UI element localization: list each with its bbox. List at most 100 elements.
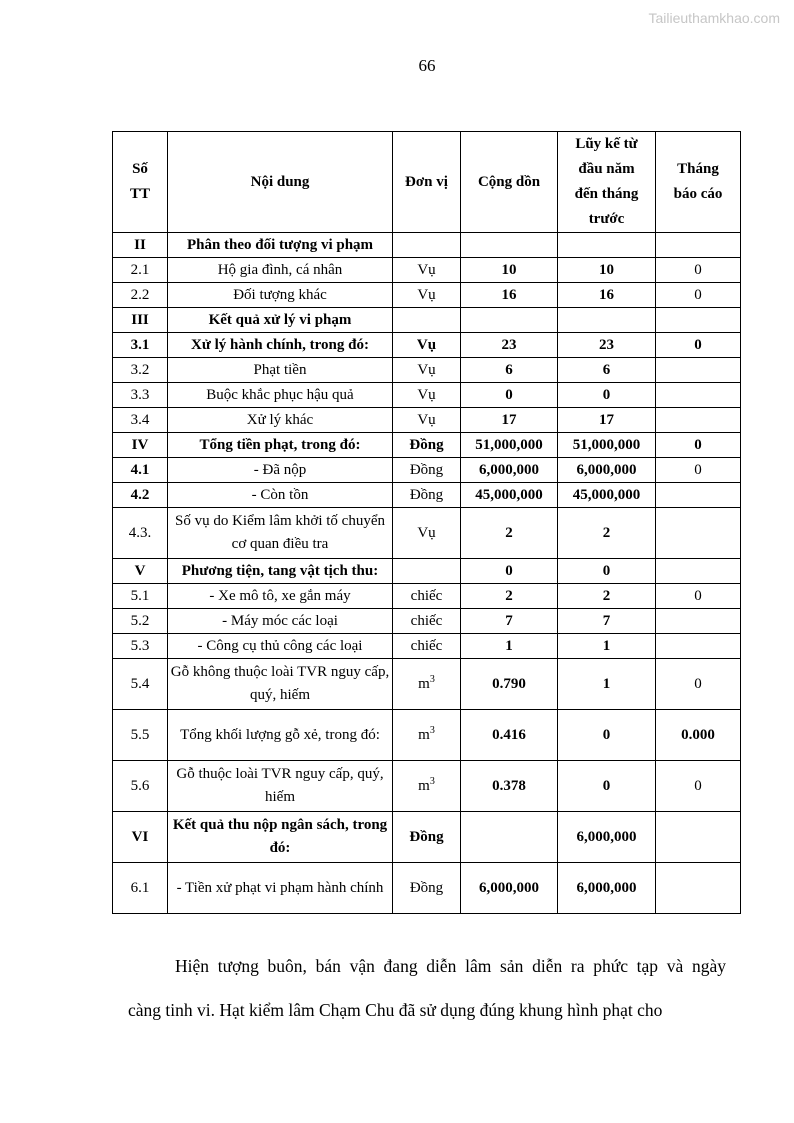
table-cell: 17 (460, 407, 558, 433)
table-cell: 3.2 (112, 357, 168, 383)
table-row: 6.1- Tiền xử phạt vi phạm hành chính Đồng… (112, 862, 741, 914)
column-header: Cộng dồn (460, 131, 558, 233)
table-cell (460, 811, 558, 863)
table-cell (655, 232, 741, 258)
table-cell: - Tiền xử phạt vi phạm hành chính (167, 862, 393, 914)
table-cell: 6,000,000 (460, 862, 558, 914)
table-cell (460, 232, 558, 258)
table-cell: Đồng (392, 457, 461, 483)
column-header: Đơn vị (392, 131, 461, 233)
table-cell: Đồng (392, 432, 461, 458)
table-cell: Vụ (392, 257, 461, 283)
table-cell: 0 (655, 282, 741, 308)
table-cell: 0 (655, 457, 741, 483)
table-cell: 2 (557, 507, 656, 559)
table-row: 3.2 Phạt tiền Vụ 6 6 (112, 357, 741, 383)
table-cell: 10 (460, 257, 558, 283)
table-cell: 0 (557, 709, 656, 761)
table-cell: 0 (557, 382, 656, 408)
table-cell: 0 (557, 760, 656, 812)
table-cell (655, 357, 741, 383)
table-cell: 6.1 (112, 862, 168, 914)
table-cell (392, 558, 461, 584)
table-cell: VI (112, 811, 168, 863)
table-cell: 5.4 (112, 658, 168, 710)
table-cell: 6,000,000 (557, 811, 656, 863)
table-cell: Phạt tiền (167, 357, 393, 383)
table-cell: Vụ (392, 357, 461, 383)
table-cell (557, 232, 656, 258)
table-cell: II (112, 232, 168, 258)
table-cell: 45,000,000 (460, 482, 558, 508)
table-row: 5.6 Gỗ thuộc loài TVR nguy cấp, quý, hiếm… (112, 760, 741, 812)
table-cell: 6,000,000 (460, 457, 558, 483)
table-cell: m3 (392, 658, 461, 710)
page-number: 66 (418, 56, 436, 75)
table-cell: 51,000,000 (460, 432, 558, 458)
table-row: 5.5 Tổng khối lượng gỗ xẻ, trong đó: m3 0.4… (112, 709, 741, 761)
table-row: VI Kết quả thu nộp ngân sách, trong đó: Đồ… (112, 811, 741, 863)
paragraph-line: Hiện tượng buôn, bán vận đang diễn lâm s… (175, 956, 726, 976)
table-cell: Xử lý khác (167, 407, 393, 433)
table-cell: 6,000,000 (557, 862, 656, 914)
table-cell: 7 (557, 608, 656, 634)
table-cell: Vụ (392, 507, 461, 559)
table-cell: 1 (557, 658, 656, 710)
table-cell: 2 (460, 507, 558, 559)
table-row: 4.3. Số vụ do Kiểm lâm khởi tố chuyển cơ … (112, 507, 741, 559)
table-cell: 0.416 (460, 709, 558, 761)
table-cell: 5.5 (112, 709, 168, 761)
table-cell: Vụ (392, 282, 461, 308)
report-table: Số TT Nội dung Đơn vị Cộng dồn Lũy kế từ đầu… (112, 131, 741, 914)
table-row: 2.1 Hộ gia đình, cá nhân Vụ 10 10 0 (112, 257, 741, 283)
table-cell: 5.2 (112, 608, 168, 634)
table-cell: 3.4 (112, 407, 168, 433)
table-cell: 5.3 (112, 633, 168, 659)
table-row: V Phương tiện, tang vật tịch thu: 0 0 (112, 558, 741, 584)
table-body: II Phân theo đối tượng vi phạm 2.1 Hộ gia đ… (112, 232, 741, 914)
table-row: 5.4 Gỗ không thuộc loài TVR nguy cấp, quý… (112, 658, 741, 710)
column-header: Tháng báo cáo (655, 131, 741, 233)
table-cell: 16 (460, 282, 558, 308)
table-cell: 23 (557, 332, 656, 358)
table-cell: 5.1 (112, 583, 168, 609)
table-cell: m3 (392, 709, 461, 761)
table-cell: 6,000,000 (557, 457, 656, 483)
table-row: 5.2- Máy móc các loại chiếc 7 7 (112, 608, 741, 634)
table-cell: 0 (655, 658, 741, 710)
table-cell: 3.3 (112, 382, 168, 408)
table-cell: 3.1 (112, 332, 168, 358)
column-header: Nội dung (167, 131, 393, 233)
site-watermark: Tailieuthamkhao.com (648, 10, 780, 26)
superscript: 3 (429, 775, 435, 787)
table-row: III Kết quả xử lý vi phạm (112, 307, 741, 333)
superscript: 3 (429, 724, 435, 736)
table-cell: 2.2 (112, 282, 168, 308)
table-cell: 2 (460, 583, 558, 609)
table-row: 3.4 Xử lý khác Vụ 17 17 (112, 407, 741, 433)
table-cell: Phân theo đối tượng vi phạm (167, 232, 393, 258)
table-cell: - Còn tồn (167, 482, 393, 508)
table-row: 5.1- Xe mô tô, xe gắn máy chiếc 2 2 0 (112, 583, 741, 609)
table-cell: Đối tượng khác (167, 282, 393, 308)
table-cell: chiếc (392, 608, 461, 634)
table-cell: 2.1 (112, 257, 168, 283)
table-cell: 0.378 (460, 760, 558, 812)
table-cell: III (112, 307, 168, 333)
body-paragraph: Hiện tượng buôn, bán vận đang diễn lâm s… (128, 944, 726, 1032)
table-cell: 2 (557, 583, 656, 609)
table-cell: 6 (460, 357, 558, 383)
table-cell: 5.6 (112, 760, 168, 812)
table-row: 4.2- Còn tồn Đồng 45,000,000 45,000,000 (112, 482, 741, 508)
table-cell (655, 558, 741, 584)
table-cell (655, 608, 741, 634)
table-cell: 7 (460, 608, 558, 634)
table-cell: 4.3. (112, 507, 168, 559)
table-cell: 0 (460, 382, 558, 408)
table-cell (655, 811, 741, 863)
table-cell: 1 (557, 633, 656, 659)
table-cell: Phương tiện, tang vật tịch thu: (167, 558, 393, 584)
table-cell: Buộc khắc phục hậu quả (167, 382, 393, 408)
table-cell: Tổng khối lượng gỗ xẻ, trong đó: (167, 709, 393, 761)
table-cell: chiếc (392, 633, 461, 659)
